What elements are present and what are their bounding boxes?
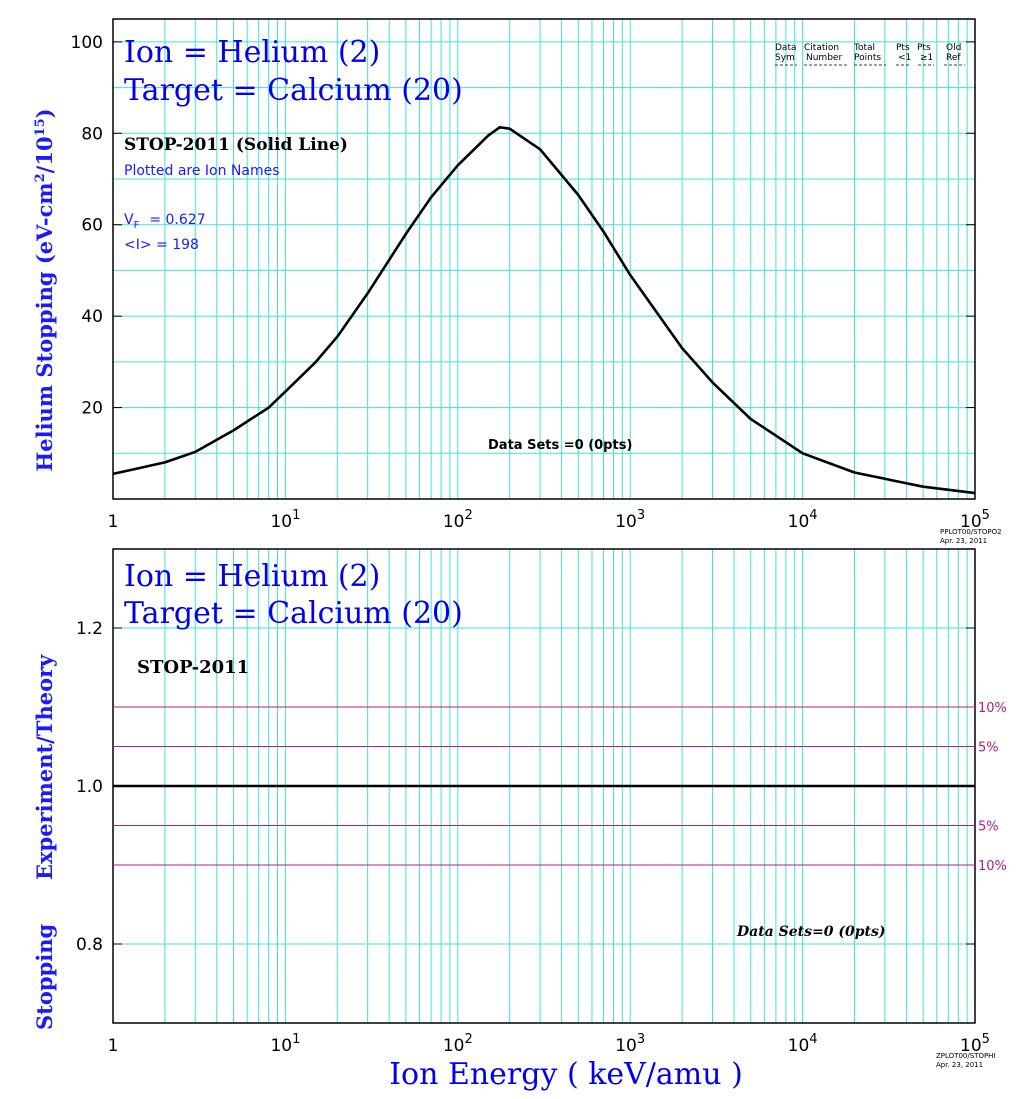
bottom-title-ion: Ion = Helium (2) — [124, 559, 380, 594]
x-axis-label: Ion Energy ( keV/amu ) — [389, 1057, 743, 1092]
svg-text:Citation: Citation — [804, 43, 839, 53]
bottom-y-tick-label-1: 1.0 — [76, 777, 103, 797]
svg-text:Ref: Ref — [946, 53, 961, 63]
bottom-y-axis-label-a: Stopping — [32, 924, 57, 1030]
bottom-stamp-date: Apr. 23, 2011 — [936, 1061, 983, 1069]
bottom-x-tick-label-0: 1 — [108, 1036, 119, 1056]
svg-text:Old: Old — [946, 43, 961, 53]
top-y-tick-label-1: 40 — [81, 307, 103, 327]
top-title-ion: Ion = Helium (2) — [124, 35, 380, 70]
top-x-tick-label-0: 1 — [108, 512, 119, 532]
top-title-target: Target = Calcium (20) — [124, 73, 463, 108]
bottom-data-sets: Data Sets=0 (0pts) — [736, 924, 885, 940]
svg-text:≥1: ≥1 — [920, 53, 933, 63]
bottom-stamp-id: ZPLOT00/STOPHI — [936, 1052, 996, 1060]
svg-text:Sym: Sym — [775, 53, 795, 63]
stopping-curve-stop-2011 — [112, 126, 976, 495]
svg-text:Pts: Pts — [917, 43, 931, 53]
legend-header: Data Citation Total Pts Pts Old Sym Numb… — [775, 43, 965, 66]
bottom-x-tick-label-3: 103 — [615, 1032, 645, 1056]
svg-text:<1: <1 — [898, 53, 911, 63]
bottom-x-tick-label-1: 101 — [270, 1032, 300, 1056]
bottom-x-tick-label-4: 104 — [788, 1032, 818, 1056]
svg-text:Pts: Pts — [896, 43, 910, 53]
reference-band-label: 10% — [978, 859, 1007, 874]
mean-excitation-label: <I> = 198 — [124, 237, 199, 253]
bottom-x-tick-label-5: 105 — [960, 1032, 990, 1056]
top-y-tick-label-2: 60 — [81, 216, 103, 236]
bottom-x-tick-label-2: 102 — [443, 1032, 473, 1056]
top-y-tick-label-0: 20 — [81, 399, 103, 419]
top-x-tick-label-5: 105 — [960, 508, 990, 532]
top-model-label: STOP-2011 (Solid Line) — [124, 135, 348, 155]
svg-text:Data: Data — [775, 43, 797, 53]
top-stamp-date: Apr. 23, 2011 — [940, 537, 987, 545]
bottom-title-target: Target = Calcium (20) — [124, 596, 463, 631]
bottom-plot-grid: 0.8 1.0 1.2 1 101 102 103 104 105 10% 5% 5% 10% — [76, 548, 1007, 1056]
reference-band-label: 10% — [978, 701, 1007, 716]
svg-text:Number: Number — [806, 53, 842, 63]
top-y-axis-label: Helium Stopping (eV-cm2/1015) — [32, 108, 57, 471]
top-plot-grid: 20 40 60 80 100 1 101 102 103 104 105 — [71, 18, 990, 532]
top-x-tick-label-1: 101 — [270, 508, 300, 532]
reference-band-label: 5% — [978, 820, 999, 835]
top-stamp-id: PPLOT00/STOPO2 — [940, 528, 1002, 536]
bottom-y-tick-label-0: 0.8 — [76, 935, 103, 955]
svg-text:Points: Points — [854, 53, 881, 63]
top-plot-frame — [112, 18, 976, 500]
bottom-model-label: STOP-2011 — [137, 657, 249, 678]
top-data-sets: Data Sets =0 (0pts) — [488, 438, 632, 453]
reference-band-label: 5% — [978, 741, 999, 756]
bottom-y-tick-label-2: 1.2 — [76, 619, 103, 639]
top-subtitle: Plotted are Ion Names — [124, 163, 280, 179]
svg-text:Total: Total — [853, 43, 875, 53]
vf-label: VF = 0.627 — [124, 212, 206, 231]
top-x-tick-label-4: 104 — [788, 508, 818, 532]
bottom-y-axis-label-b: Experiment/Theory — [32, 654, 57, 880]
top-x-tick-label-2: 102 — [443, 508, 473, 532]
top-x-tick-label-3: 103 — [615, 508, 645, 532]
top-y-tick-label-4: 100 — [71, 33, 103, 53]
top-y-tick-label-3: 80 — [81, 124, 103, 144]
